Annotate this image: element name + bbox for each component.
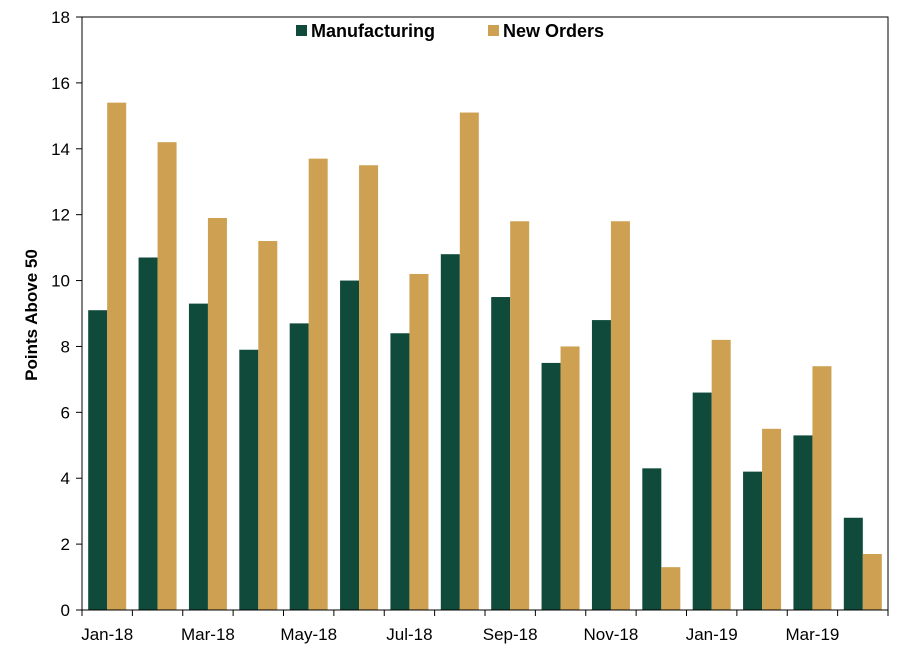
new-orders-bar [157, 142, 177, 610]
new-orders-bar [359, 165, 379, 610]
manufacturing-bar [491, 297, 511, 610]
x-tick-label: Jan-19 [686, 625, 738, 644]
manufacturing-bar [390, 333, 410, 610]
x-tick-label: Mar-18 [181, 625, 235, 644]
manufacturing-bar [642, 468, 662, 610]
new-orders-bar [258, 241, 278, 610]
manufacturing-bar [591, 320, 611, 610]
new-orders-bar [459, 112, 479, 611]
manufacturing-bar [793, 435, 813, 610]
manufacturing-bar [340, 280, 360, 610]
x-tick-label: Mar-19 [786, 625, 840, 644]
new-orders-bar [862, 553, 882, 610]
manufacturing-bar [289, 323, 309, 610]
new-orders-bar [560, 346, 580, 610]
x-tick-label: Sep-18 [483, 625, 538, 644]
y-tick-label: 12 [51, 206, 70, 225]
y-tick-label: 0 [61, 601, 70, 620]
x-tick-label: May-18 [280, 625, 337, 644]
new-orders-bar [762, 428, 782, 610]
y-tick-label: 4 [61, 469, 70, 488]
manufacturing-bar [188, 303, 208, 610]
new-orders-bar [107, 102, 127, 611]
plot-frame [81, 16, 889, 611]
manufacturing-bar [743, 471, 763, 610]
x-axis: Jan-18 Mar-18 May-18 Jul-18 Sep-18 Nov-18 Jan-… [81, 610, 889, 644]
legend-swatch-manufacturing [296, 25, 307, 36]
manufacturing-bar [692, 392, 712, 610]
y-axis-title: Points Above 50 [22, 249, 41, 381]
manufacturing-bar [541, 362, 561, 610]
legend-label-new-orders: New Orders [503, 21, 604, 41]
legend-label-manufacturing: Manufacturing [311, 21, 435, 41]
new-orders-bar [661, 567, 681, 610]
legend-swatch-new-orders [488, 25, 499, 36]
y-tick-label: 14 [51, 140, 70, 159]
new-orders-bar [308, 158, 328, 610]
y-tick-label: 18 [51, 8, 70, 27]
y-tick-label: 8 [61, 337, 70, 356]
x-tick-label: Jul-18 [386, 625, 432, 644]
manufacturing-bar [88, 310, 108, 610]
plot-border [81, 16, 889, 611]
new-orders-bar [711, 339, 731, 610]
y-tick-label: 2 [61, 535, 70, 554]
manufacturing-bar [440, 254, 460, 610]
y-tick-label: 6 [61, 403, 70, 422]
legend: Manufacturing New Orders [296, 21, 604, 41]
y-axis: 0 2 4 6 8 10 12 14 16 18 [51, 8, 82, 620]
y-tick-label: 16 [51, 74, 70, 93]
new-orders-bar [510, 221, 530, 610]
manufacturing-bar [239, 349, 259, 610]
bars-group [88, 102, 882, 611]
new-orders-bar [207, 217, 227, 610]
new-orders-bar [409, 273, 429, 610]
x-tick-label: Jan-18 [81, 625, 133, 644]
manufacturing-bar [138, 257, 158, 610]
new-orders-bar [610, 221, 630, 610]
x-tick-label: Nov-18 [584, 625, 639, 644]
new-orders-bar [812, 366, 832, 610]
manufacturing-bar [843, 517, 863, 610]
y-tick-label: 10 [51, 272, 70, 291]
